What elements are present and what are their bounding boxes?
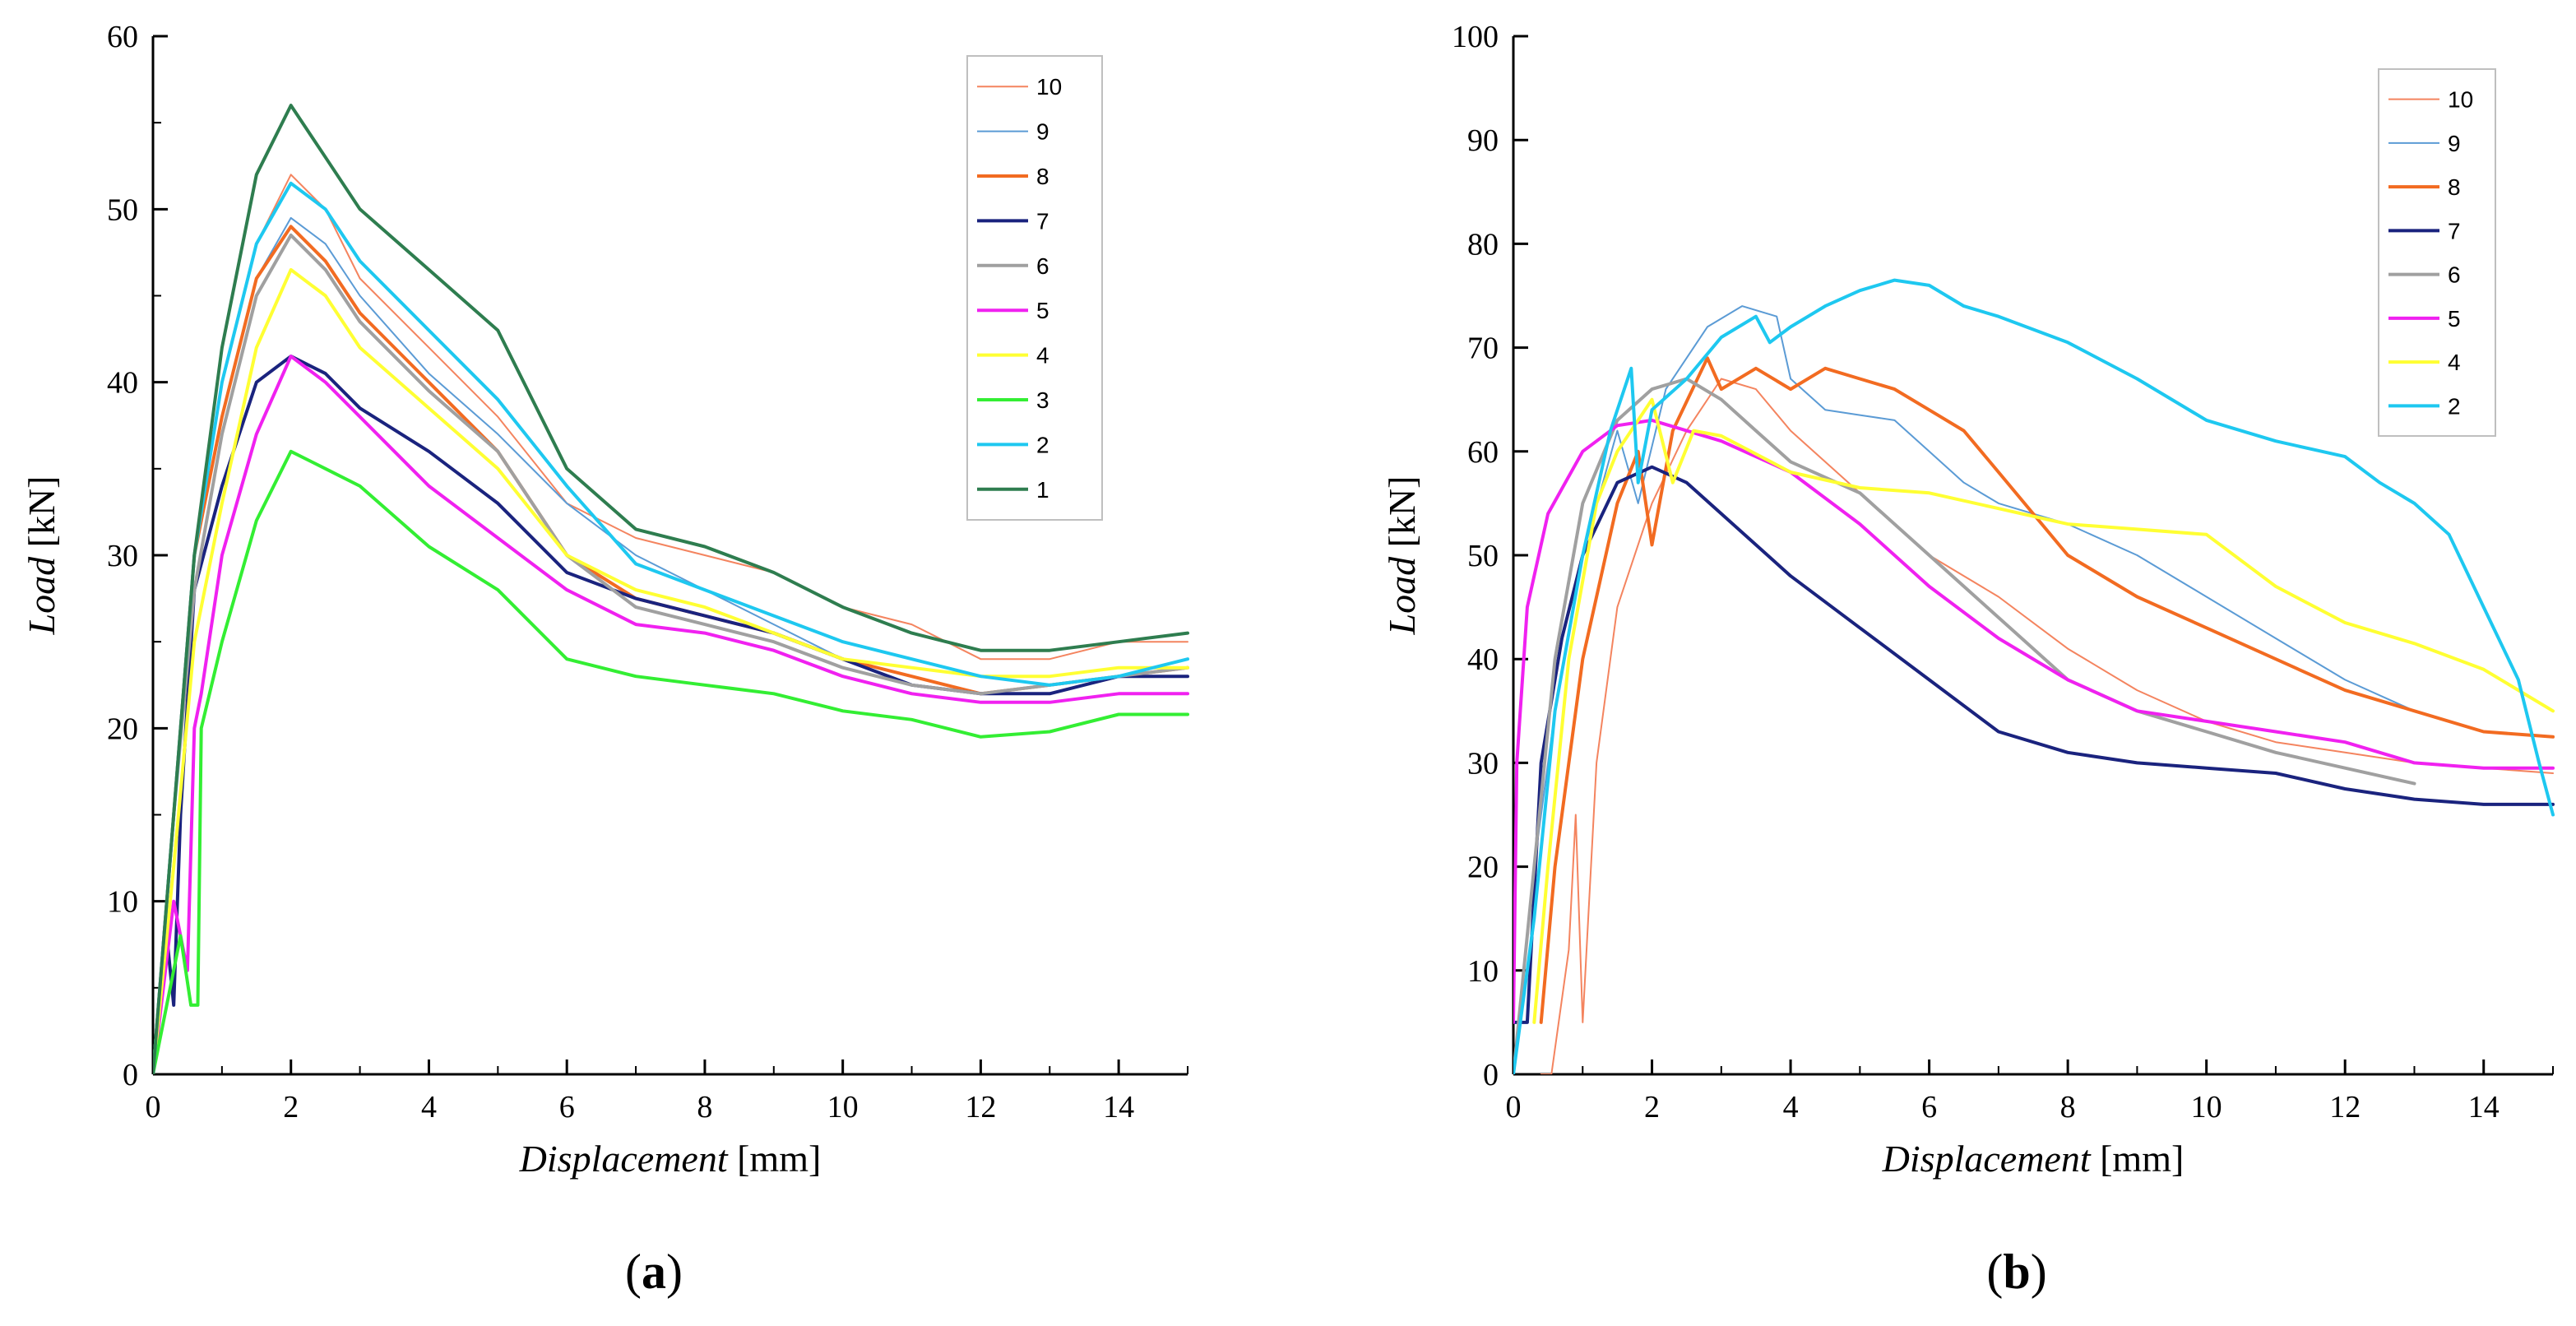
y-tick-label: 70 — [1467, 332, 1499, 366]
legend-box — [2378, 68, 2496, 437]
legend-label-9: 9 — [1036, 119, 1049, 145]
x-tick-label: 10 — [827, 1090, 859, 1124]
x-tick-label: 12 — [965, 1090, 996, 1124]
y-tick-label: 30 — [107, 539, 138, 573]
legend-label-7: 7 — [2448, 218, 2461, 243]
series-line-5 — [153, 355, 1189, 1074]
legend-label-8: 8 — [1036, 164, 1049, 189]
x-tick-label: 14 — [1103, 1090, 1134, 1124]
legend-label-6: 6 — [1036, 253, 1049, 279]
x-tick-label: 0 — [146, 1090, 161, 1124]
legend-label-6: 6 — [2448, 262, 2461, 288]
legend-label-2: 2 — [2448, 393, 2461, 419]
y-tick-label: 0 — [123, 1058, 138, 1092]
series-line-5 — [1513, 418, 2555, 1024]
legend-label-10: 10 — [1036, 74, 1062, 100]
x-tick-label: 2 — [1644, 1090, 1660, 1124]
x-axis-title: Displacement [mm] — [1882, 1138, 2185, 1180]
x-axis-title: Displacement [mm] — [519, 1138, 822, 1180]
y-tick-label: 60 — [1467, 435, 1499, 470]
series-line-10 — [1540, 378, 2554, 1074]
series-line-2 — [1513, 278, 2555, 1074]
legend-label-1: 1 — [1036, 477, 1049, 503]
legend: 10 9 8 7 6 5 4 2 — [2378, 68, 2496, 437]
y-tick-label: 60 — [107, 20, 138, 54]
series-line-2 — [153, 181, 1189, 1074]
y-tick-label: 20 — [107, 712, 138, 746]
series-line-4 — [1532, 397, 2555, 1024]
x-tick-label: 10 — [2191, 1090, 2222, 1124]
legend-label-5: 5 — [2448, 306, 2461, 332]
x-tick-label: 0 — [1506, 1090, 1522, 1124]
series-group — [153, 104, 1189, 1074]
legend-label-10: 10 — [2448, 87, 2473, 113]
legend-label-9: 9 — [2448, 131, 2461, 156]
y-tick-label: 0 — [1483, 1058, 1499, 1092]
y-tick-label: 40 — [1467, 642, 1499, 677]
x-tick-label: 4 — [1783, 1090, 1799, 1124]
y-tick-label: 50 — [1467, 539, 1499, 573]
legend: 10 9 8 7 6 5 4 3 2 1 — [966, 55, 1103, 521]
y-axis-title: Load [kN] — [1381, 476, 1423, 636]
series-line-3 — [153, 449, 1189, 1074]
y-tick-label: 100 — [1452, 20, 1499, 54]
y-tick-label: 80 — [1467, 227, 1499, 262]
series-line-1 — [153, 104, 1189, 1074]
legend-label-4: 4 — [2448, 350, 2461, 375]
y-axis-title: Load [kN] — [21, 476, 63, 636]
legend-box — [966, 55, 1103, 521]
y-tick-label: 30 — [1467, 746, 1499, 781]
legend-label-8: 8 — [2448, 174, 2461, 200]
series-group — [1513, 278, 2555, 1074]
y-tick-label: 10 — [107, 885, 138, 920]
x-tick-label: 14 — [2468, 1090, 2500, 1124]
x-tick-label: 2 — [283, 1090, 299, 1124]
series-line-8 — [1539, 356, 2555, 1024]
series-line-7 — [1513, 465, 2555, 1024]
legend-label-7: 7 — [1036, 208, 1049, 234]
series-line-6 — [153, 233, 1189, 1074]
y-tick-label: 10 — [1467, 954, 1499, 989]
legend-label-3: 3 — [1036, 387, 1049, 413]
series-line-9 — [1513, 305, 2416, 1074]
y-tick-label: 40 — [107, 366, 138, 401]
x-tick-label: 6 — [1921, 1090, 1937, 1124]
panel-label-a: (a) — [625, 1245, 683, 1299]
x-tick-label: 8 — [697, 1090, 712, 1124]
y-tick-label: 90 — [1467, 123, 1499, 158]
panel-label-b: (b) — [1986, 1245, 2046, 1299]
x-tick-label: 4 — [421, 1090, 437, 1124]
y-tick-label: 50 — [107, 192, 138, 227]
x-tick-label: 12 — [2329, 1090, 2361, 1124]
series-line-6 — [1513, 377, 2416, 1074]
legend-label-5: 5 — [1036, 298, 1049, 323]
x-tick-label: 6 — [559, 1090, 575, 1124]
legend-label-4: 4 — [1036, 343, 1049, 369]
legend-label-2: 2 — [1036, 432, 1049, 457]
x-tick-label: 8 — [2060, 1090, 2076, 1124]
y-tick-label: 20 — [1467, 851, 1499, 885]
chart-panel-b: 0 10 20 30 40 50 60 70 80 90 100 0 2 4 6 8 10 12 14 Displac… — [1381, 20, 2555, 1299]
